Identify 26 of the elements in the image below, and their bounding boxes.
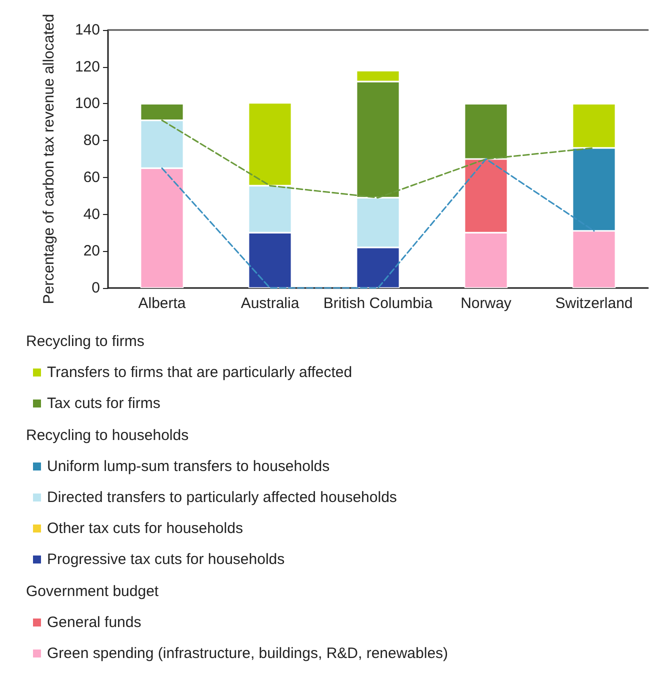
y-tick-label: 140 [74, 22, 100, 38]
legend-label: Tax cuts for firms [47, 395, 160, 412]
y-tick-label: 60 [83, 168, 100, 186]
y-tick-label: 0 [92, 280, 100, 296]
text: Recycling to firms [26, 333, 144, 350]
y-axis-title: Percentage of carbon tax revenue allocated [40, 14, 58, 304]
legend-label: Progressive tax cuts for households [47, 551, 285, 568]
legend-label: Transfers to firms that are particularly affected [47, 364, 352, 381]
legend-label: General funds [47, 614, 142, 631]
line-series [161, 120, 595, 198]
y-tick-label: 80 [83, 132, 100, 150]
legend-label: Green spending (infrastructure, buildings, R&D, renewables) [47, 645, 448, 662]
legend-label: Uniform lump-sum transfers to households [47, 458, 330, 475]
y-tick-label: 120 [74, 58, 100, 76]
legend-label: Other tax cuts for households [47, 520, 243, 537]
y-tick-label: 40 [83, 206, 100, 223]
y-tick-label: 20 [83, 242, 100, 260]
x-tick-label: British Columbia [323, 295, 434, 312]
x-tick-label: Switzerland [555, 295, 633, 312]
text: Government budget [26, 583, 160, 600]
legend-label: Directed transfers to particularly affected households [47, 489, 397, 506]
text: Recycling to households [26, 427, 189, 444]
x-tick-label: Australia [240, 295, 300, 312]
x-tick-label: Alberta [138, 295, 186, 312]
x-tick-label: Norway [460, 295, 512, 312]
y-tick-label: 100 [74, 95, 100, 112]
